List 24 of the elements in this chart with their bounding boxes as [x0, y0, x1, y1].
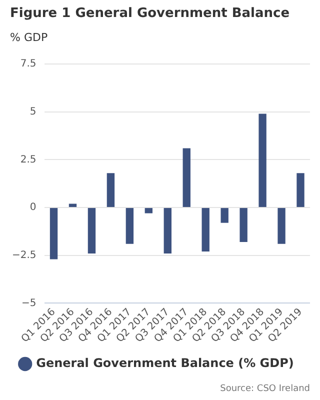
bar [68, 204, 77, 208]
legend-label: General Government Balance (% GDP) [36, 356, 294, 370]
bar [50, 208, 58, 260]
bar [164, 208, 172, 254]
y-tick-label: −5 [22, 298, 36, 309]
bar [296, 173, 304, 208]
bar [258, 114, 266, 208]
y-tick-label: 0 [30, 202, 36, 214]
y-tick-label: 5 [30, 106, 36, 118]
y-axis-title: % GDP [10, 31, 48, 44]
bar [220, 208, 228, 223]
y-tick-label: −2.5 [12, 250, 36, 261]
bar [202, 208, 210, 252]
bar [88, 208, 96, 254]
bar [106, 173, 115, 208]
chart-title: Figure 1 General Government Balance [10, 6, 290, 21]
bar [126, 208, 134, 244]
bar [240, 208, 248, 242]
bar [182, 148, 190, 208]
y-tick-label: 7.5 [20, 58, 36, 70]
y-tick-label: 2.5 [20, 154, 36, 166]
bar [144, 208, 153, 214]
source-note: Source: CSO Ireland [220, 384, 310, 394]
bar [278, 208, 286, 244]
